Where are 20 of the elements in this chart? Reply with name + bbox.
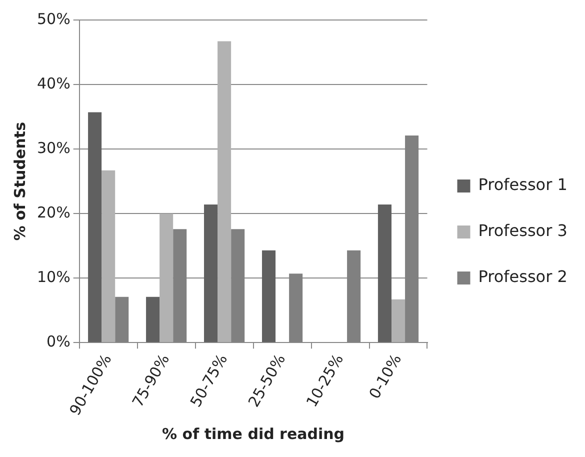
legend-label: Professor 2: [478, 267, 568, 286]
legend-label: Professor 3: [478, 221, 568, 240]
bar: [262, 250, 276, 342]
y-tick-label: 50%: [36, 10, 70, 28]
y-tick-label: 20%: [36, 203, 70, 222]
bar: [88, 112, 102, 342]
bar: [102, 170, 116, 342]
bar: [378, 204, 392, 342]
legend-label: Professor 1: [478, 175, 568, 194]
y-tick-label: 0%: [46, 332, 70, 351]
bar: [146, 296, 160, 342]
bar: [391, 299, 406, 342]
bar: [218, 41, 232, 342]
y-tick-label: 40%: [36, 74, 70, 92]
y-axis-title: % of Students: [10, 122, 29, 241]
y-tick-label: 30%: [36, 138, 70, 157]
bar: [160, 214, 174, 342]
x-axis-title: % of time did reading: [162, 424, 345, 443]
y-tick-label: 10%: [36, 268, 70, 286]
bar: [204, 204, 218, 342]
